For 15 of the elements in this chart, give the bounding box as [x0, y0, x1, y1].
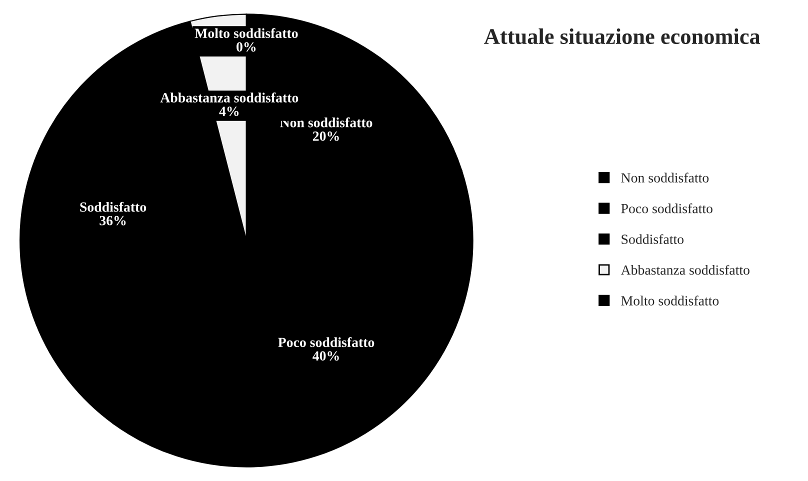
legend-label: Poco soddisfatto: [621, 203, 712, 214]
slice-label: Soddisfatto: [80, 202, 146, 212]
text: Attuale situazione economica: [484, 28, 760, 44]
category-label: Molto soddisfatto: [194, 28, 298, 38]
text: 0%: [236, 42, 256, 52]
slice-label: Poco soddisfatto: [278, 337, 374, 348]
legend-label: Soddisfatto: [622, 234, 684, 244]
legend-label: Non soddisfatto: [621, 172, 709, 183]
data-label: 4%: [219, 106, 239, 116]
legend-label: Abbastanza soddisfatto: [620, 264, 750, 275]
data-label: 20%: [312, 132, 339, 141]
legend-label: Molto soddisfatto: [621, 296, 719, 306]
data-label: 40%: [312, 351, 339, 361]
data-label: 36%: [100, 216, 126, 226]
slice-label: Abbastanza soddisfatto: [160, 92, 298, 102]
